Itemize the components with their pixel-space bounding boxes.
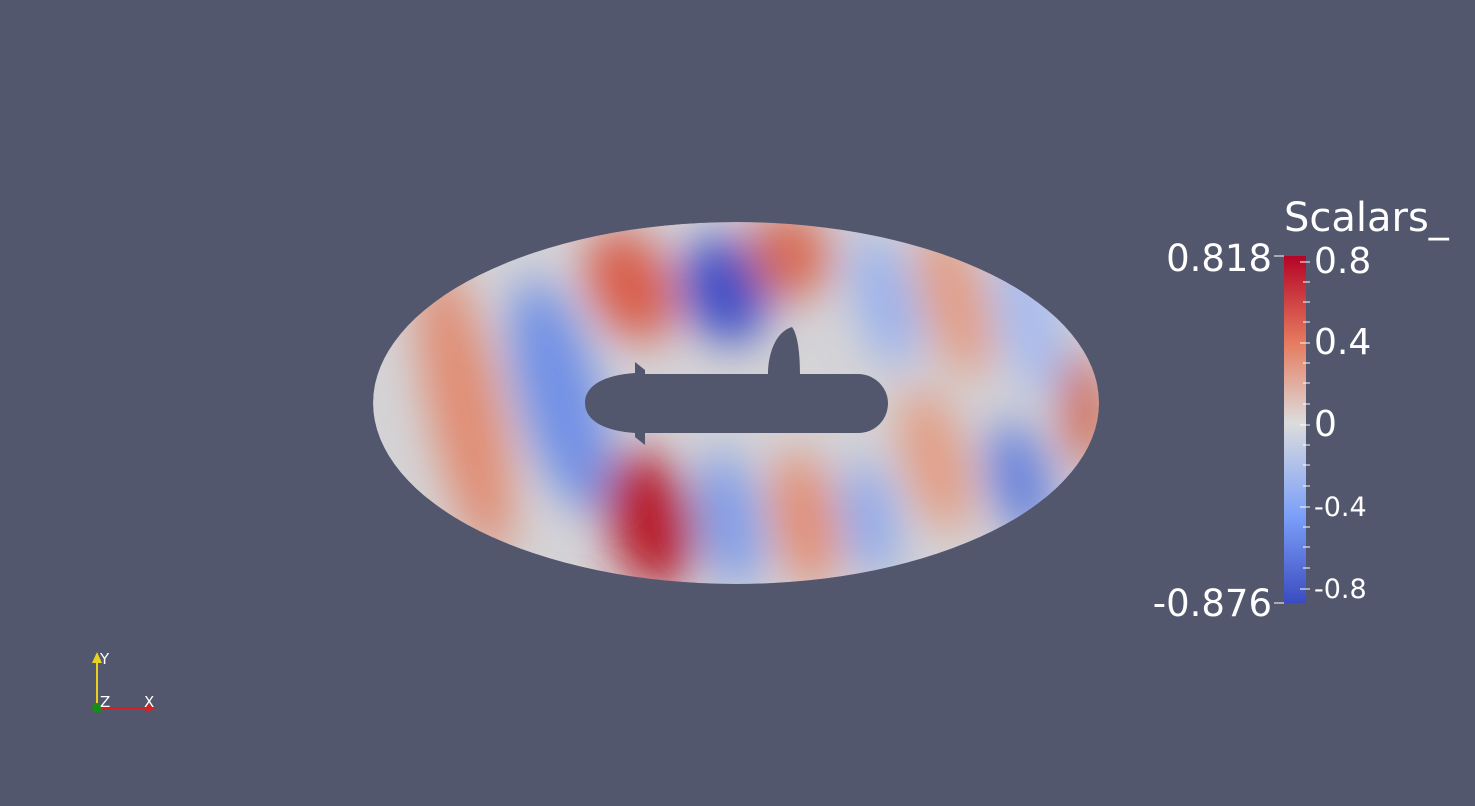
colorbar-tick-label: 0 <box>1314 404 1337 445</box>
colorbar-range-max: 0.818 <box>1166 237 1272 280</box>
colorbar-gradient <box>1284 256 1306 603</box>
y-axis-arrow <box>92 652 102 663</box>
colorbar-tick-label: -0.8 <box>1314 574 1367 605</box>
colorbar-tick-label: 0.8 <box>1314 241 1372 282</box>
colorbar-tick-label: 0.4 <box>1314 322 1372 363</box>
colorbar-title: Scalars_ <box>1284 195 1449 241</box>
orientation-axes: Y Z X <box>92 650 156 713</box>
colorbar-tick-label: -0.4 <box>1314 492 1367 523</box>
colorbar-range-min: -0.876 <box>1152 582 1272 625</box>
y-axis-label: Y <box>99 650 110 668</box>
z-axis-dot <box>92 703 102 713</box>
z-axis-label: Z <box>100 693 110 711</box>
submarine-hole <box>585 327 888 445</box>
x-axis-label: X <box>144 693 154 711</box>
colorbar-ticks <box>1274 255 1310 604</box>
x-axis-arrow <box>145 703 156 713</box>
